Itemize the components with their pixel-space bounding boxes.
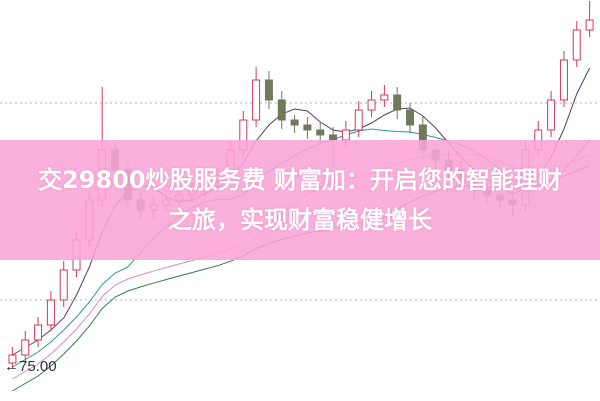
- candle: [290, 115, 299, 133]
- candle-body: [303, 124, 312, 131]
- price-value: 75.00: [19, 358, 57, 375]
- candle: [252, 67, 261, 127]
- candle: [354, 101, 363, 137]
- ad-banner: [0, 140, 600, 260]
- candle: [277, 91, 286, 129]
- candle: [559, 51, 568, 107]
- candle-body: [252, 79, 261, 121]
- candle-body: [354, 109, 363, 131]
- candle-body: [585, 19, 594, 31]
- candle: [316, 123, 325, 143]
- candle-body: [290, 119, 299, 126]
- candle-body: [316, 129, 325, 136]
- candle: [380, 85, 389, 107]
- candle: [367, 91, 376, 117]
- candle-body: [341, 129, 350, 141]
- candle-body: [34, 324, 43, 341]
- candle: [572, 21, 581, 67]
- candle-body: [559, 59, 568, 101]
- candle-body: [59, 269, 68, 301]
- candle-body: [367, 99, 376, 111]
- candle-body: [277, 99, 286, 121]
- arrow-left-icon: ←: [4, 358, 19, 375]
- candle: [21, 331, 30, 363]
- candle: [264, 71, 273, 109]
- candle: [34, 317, 43, 347]
- candle: [46, 291, 55, 331]
- candle: [393, 87, 402, 119]
- candle: [585, 0, 594, 37]
- candle: [59, 261, 68, 307]
- price-marker: ←75.00: [4, 358, 57, 375]
- candle-body: [21, 339, 30, 356]
- candle-body: [547, 99, 556, 131]
- candle-body: [380, 94, 389, 101]
- candle: [406, 103, 415, 133]
- candle: [8, 347, 17, 369]
- candle-body: [406, 109, 415, 126]
- banner-headline: 交29800炒股服务费 财富加：开启您的智能理财之旅，实现财富稳健增长: [38, 166, 562, 234]
- candle: [303, 117, 312, 139]
- candle-body: [393, 94, 402, 111]
- candle-body: [264, 79, 273, 101]
- candle-body: [46, 299, 55, 326]
- candle-body: [572, 29, 581, 61]
- candle-body: [8, 354, 17, 364]
- candle: [547, 91, 556, 137]
